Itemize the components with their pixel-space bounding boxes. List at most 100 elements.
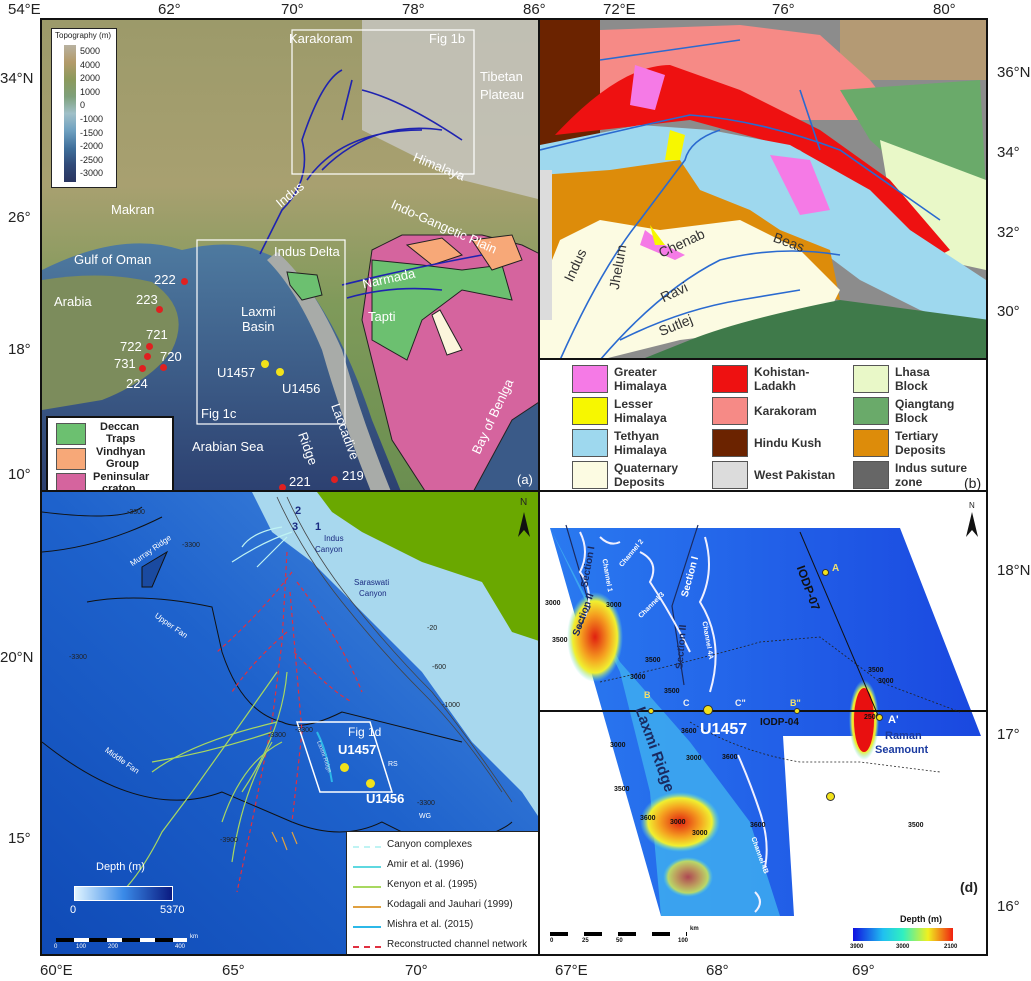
legend-label: Block [895,379,928,393]
legend-label: Greater [614,365,657,379]
scale-tick: 400 [175,944,186,950]
legend-label: Karakoram [754,404,817,418]
lon-tick: 60°E [40,962,73,979]
legend-label: Lesser [614,397,653,411]
lon-tick: 54°E [8,1,41,18]
panel-d-detail-bathymetry: N Section I Section I Section II Section II… [538,490,988,956]
fig-1b-extent-box [291,29,475,175]
lat-tick: 20°N [0,649,34,666]
marker-a[interactable] [821,568,829,576]
site-marker-219[interactable] [331,476,338,483]
lat-tick: 10° [8,466,31,483]
label-karakoram: Karakoram [289,31,353,46]
label-tibetan: Tibetan [480,69,523,84]
label-rs: RS [388,761,398,768]
lon-tick: 70° [281,1,304,18]
legend-swatch [572,397,608,425]
site-marker-u1457[interactable] [261,360,269,368]
scale-tick: 100 [76,944,87,950]
legend-swatch-vindhyan [56,448,86,470]
site-marker-224[interactable] [139,365,146,372]
legend-label: Tethyan [614,429,660,443]
legend-label: Himalaya [614,379,667,393]
label-wg: WG [419,813,432,820]
panel-b-map-graphic [540,20,986,360]
legend-swatch [712,461,748,489]
contour-label: 3500 [664,688,680,695]
legend-label: Indus suture [895,461,968,475]
legend-line-symbol [353,886,381,888]
lat-tick: 16° [997,898,1020,915]
legend-line-symbol [353,946,381,948]
topography-legend-value: -2000 [80,141,104,152]
lon-tick: 76° [772,1,795,18]
site-label: 219 [342,468,364,483]
reconstructed-channel-network [216,551,363,893]
lon-tick: 67°E [555,962,588,979]
1-label: 25 [582,938,589,944]
label-indus-delta: Indus Delta [274,244,340,259]
site-label: 720 [160,349,182,364]
lon-tick: 68° [706,962,729,979]
b2-label: B" [790,698,801,708]
legend-label: Deccan [100,421,140,433]
site-marker-u1456[interactable] [366,779,375,788]
site-label: 222 [154,272,176,287]
contour-label: -3300 [417,800,435,807]
site-label: 223 [136,292,158,307]
site-label: U1457 [700,721,748,738]
panel-c-bathymetry-map: N 2 3 1 Indus Canyon Saraswati Canyon Mu… [40,490,540,956]
legend-swatch [853,365,889,393]
contour-label: -600 [432,664,447,671]
indus-river-system [259,69,463,255]
depth-bar-min: 0 [70,904,77,916]
marker-b[interactable] [648,708,654,714]
topography-color-ramp [64,45,76,182]
label-tapti: Tapti [368,309,396,324]
north-label: N [969,501,975,510]
site-marker-u1457[interactable] [340,763,349,772]
legend-label: Deposits [614,475,665,489]
label-makran: Makran [111,202,155,217]
label-indus-canyon: Indus [324,534,344,543]
contour-label: 3000 [686,755,702,762]
legend-line-symbol [353,906,381,908]
marker-a-prime[interactable] [875,713,883,721]
raman1-label: Raman [885,730,922,742]
3-label: 100 [678,938,689,944]
lat-tick: 18°N [997,562,1031,579]
site-marker-222[interactable] [181,278,188,285]
site-marker-u1456[interactable] [825,791,835,801]
geology-legend-b: Greater Himalaya Kohistan- Ladakh Lhasa Block… [540,358,986,490]
contour-label: -20 [427,625,438,632]
canyon-number: 2 [295,505,302,517]
lon-tick: 72°E [603,1,636,18]
topography-legend-title: Topography (m) [55,31,112,40]
site-marker-223[interactable] [156,306,163,313]
legend-swatch-craton [56,473,86,490]
site-marker-u1457[interactable] [703,705,713,715]
site-marker-721[interactable] [146,343,153,350]
legend-label: Mishra et al. (2015) [387,919,474,930]
legend-label: West Pakistan [754,468,836,482]
depth-bar-max: 5370 [160,904,185,916]
topography-legend-value: 4000 [80,59,101,70]
label-gulf-of-oman: Gulf of Oman [74,252,152,267]
topography-legend-value: 2000 [80,73,101,84]
site-marker-u1456[interactable] [276,368,284,376]
legend-swatch [853,461,889,489]
lon-tick: 70° [405,962,428,979]
legend-label: zone [895,475,923,489]
marker-b2[interactable] [794,708,800,714]
site-marker-221[interactable] [279,484,286,490]
iodp04-label: IODP-04 [760,717,799,728]
site-label: U1456 [366,791,405,806]
lon-tick: 78° [402,1,425,18]
site-marker-722[interactable] [144,353,151,360]
legend-label: Group [106,458,139,470]
site-marker-720[interactable] [160,364,167,371]
panel-d-map-graphic [540,512,986,941]
contour-label: -3300 [268,732,286,739]
legend-label: Vindhyan [96,446,146,458]
scale-tick: 0 [54,944,58,950]
